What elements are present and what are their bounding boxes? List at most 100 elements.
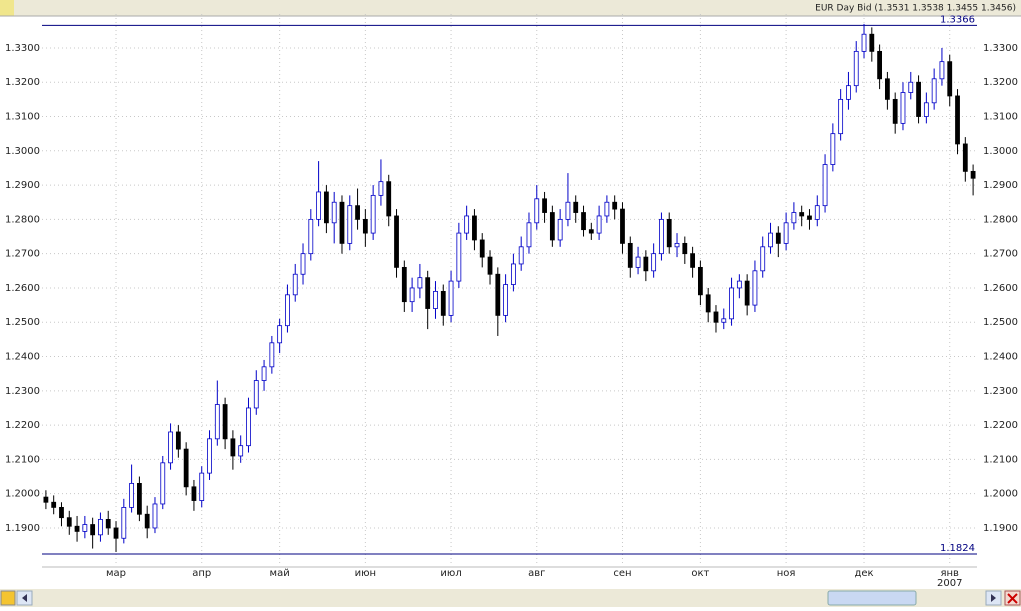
candle-body	[425, 277, 431, 309]
y-tick-label: 1.2300	[5, 386, 40, 397]
candle-body	[66, 517, 72, 527]
candle-body	[222, 404, 228, 440]
candle-body	[947, 61, 953, 97]
candle-body	[331, 201, 337, 224]
candle-body	[347, 205, 353, 244]
candle-body	[394, 215, 399, 268]
candle-body	[285, 294, 290, 327]
candle-body	[923, 102, 929, 117]
candle-body	[573, 201, 579, 213]
x-tick-label: май	[270, 568, 290, 579]
y-tick-label: 1.2600	[5, 283, 40, 294]
candle-body	[721, 318, 727, 323]
candle-body	[542, 198, 547, 213]
scrollbar[interactable]	[0, 589, 1021, 607]
candle-body	[877, 50, 883, 80]
candle-body	[775, 232, 781, 244]
candle-body	[246, 407, 251, 447]
y-tick-label: 1.3300	[5, 43, 40, 54]
candle-body	[183, 448, 189, 488]
candle-body	[518, 246, 524, 265]
arrow-right	[991, 594, 996, 602]
candle-body	[74, 525, 80, 532]
y-tick-label: 1.2800	[983, 214, 1018, 225]
candle-body	[214, 404, 220, 440]
y-tick-label: 1.2700	[5, 249, 40, 260]
candle-body	[292, 273, 298, 296]
candle-body	[565, 201, 571, 220]
y-tick-label: 1.3200	[5, 77, 40, 88]
candle-body	[884, 78, 890, 100]
candle-body	[768, 232, 773, 248]
candle-body	[900, 92, 906, 124]
candle-body	[596, 215, 602, 234]
candle-body	[853, 50, 859, 87]
year-label: 2007	[937, 578, 962, 589]
candle-body	[760, 246, 766, 272]
candle-body	[791, 212, 797, 224]
candle-body	[846, 85, 851, 100]
candle-body	[659, 218, 664, 255]
candle-body	[666, 218, 672, 248]
candle-body	[549, 212, 555, 241]
y-tick-label: 1.3200	[983, 77, 1018, 88]
candle-body	[199, 472, 205, 501]
y-tick-label: 1.2900	[5, 180, 40, 191]
candle-body	[604, 201, 610, 217]
settings-button[interactable]	[0, 590, 16, 606]
level-label: 1.3366	[940, 14, 975, 25]
candle-body	[362, 218, 368, 234]
candle-body	[869, 33, 875, 52]
y-tick-label: 1.2000	[5, 489, 40, 500]
candle-body	[690, 253, 696, 268]
header-marker	[0, 0, 14, 16]
candle-body	[191, 486, 197, 501]
y-tick-label: 1.3100	[5, 112, 40, 123]
candle-body	[409, 287, 415, 303]
candle-body	[612, 201, 618, 210]
candle-body	[799, 212, 805, 217]
candle-body	[113, 527, 119, 539]
x-tick-label: янв	[941, 568, 960, 579]
y-tick-label: 1.2800	[5, 214, 40, 225]
candle-body	[472, 215, 477, 241]
candle-body	[526, 222, 532, 248]
x-tick-label: июн	[355, 568, 376, 579]
x-tick-label: мар	[106, 568, 126, 579]
y-tick-label: 1.2100	[983, 454, 1018, 465]
candle-body	[370, 194, 376, 234]
y-tick-label: 1.1900	[5, 523, 40, 534]
x-tick-label: ноя	[777, 568, 796, 579]
candle-body	[822, 164, 828, 207]
candle-body	[916, 81, 921, 117]
header-text: EUR Day Bid (1.3531 1.3538 1.3455 1.3456…	[815, 4, 1016, 14]
candle-body	[510, 263, 516, 285]
y-tick-label: 1.2900	[983, 180, 1018, 191]
x-tick-label: авг	[528, 568, 545, 579]
candle-body	[448, 280, 454, 316]
candle-body	[433, 290, 438, 309]
scroll-thumb[interactable]	[827, 590, 917, 606]
candle-body	[635, 256, 641, 268]
x-tick-label: июл	[440, 568, 461, 579]
candle-body	[697, 266, 703, 296]
candle-body	[277, 325, 283, 344]
candle-body	[729, 287, 734, 320]
level-label: 1.1824	[940, 543, 975, 554]
header-bar	[0, 0, 1021, 16]
y-tick-label: 1.2500	[983, 317, 1018, 328]
y-tick-label: 1.2100	[5, 454, 40, 465]
candle-body	[814, 205, 820, 220]
candle-body	[534, 198, 540, 224]
y-tick-label: 1.3000	[983, 146, 1018, 157]
candle-body	[752, 270, 758, 306]
y-tick-label: 1.2200	[983, 420, 1018, 431]
y-tick-label: 1.2700	[983, 249, 1018, 260]
candle-body	[838, 98, 844, 135]
candle-body	[121, 506, 127, 539]
y-tick-label: 1.2500	[5, 317, 40, 328]
candle-body	[152, 503, 158, 529]
candle-body	[300, 253, 306, 275]
candle-body	[651, 253, 657, 272]
